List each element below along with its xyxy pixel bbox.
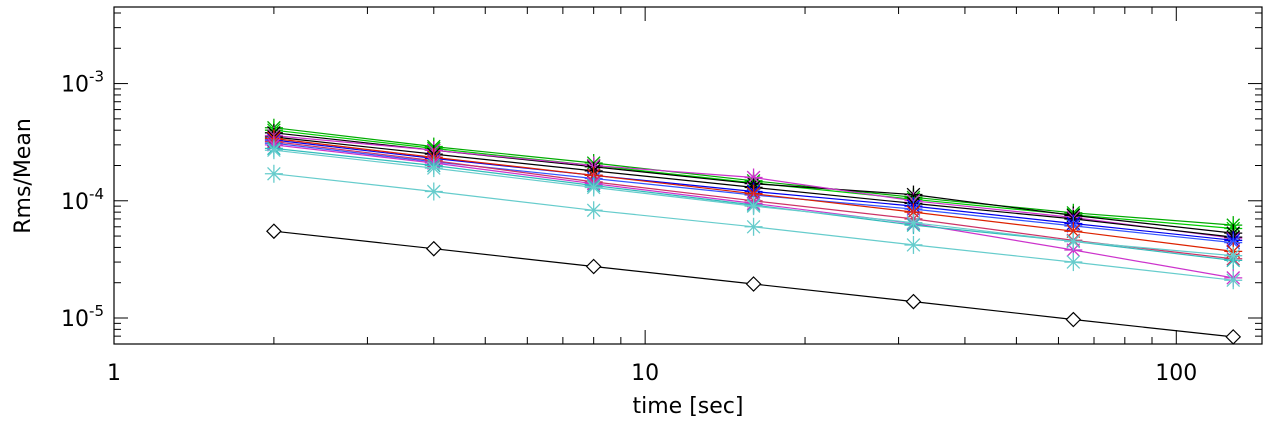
series-12 (264, 141, 1243, 265)
data-point (584, 178, 603, 197)
data-point (584, 201, 603, 220)
data-point (744, 217, 763, 236)
data-point (425, 240, 442, 257)
y-tick-label: 10-3 (61, 68, 104, 98)
tick-labels: 1 10 100 10-5 10-4 10-3 (61, 68, 1197, 386)
data-point (904, 235, 923, 254)
data-point (905, 293, 922, 310)
x-tick-label: 100 (1155, 361, 1197, 386)
data-point (266, 223, 282, 240)
plot-frame (113, 6, 1263, 345)
data-point (1064, 253, 1083, 272)
data-point (424, 159, 443, 178)
data-point (904, 213, 923, 232)
y-axis-label: Rms/Mean (11, 118, 36, 234)
data-point (1064, 232, 1083, 251)
y-tick-label: 10-4 (61, 185, 104, 215)
y-tick-label: 10-5 (61, 302, 104, 332)
data-point (1065, 311, 1082, 328)
data-point (1224, 246, 1243, 265)
data-point (744, 168, 763, 187)
data-point (1225, 329, 1242, 345)
data-point (1224, 271, 1243, 290)
data-point (585, 258, 602, 275)
x-tick-label: 10 (631, 361, 659, 386)
series-0 (266, 223, 1242, 345)
x-tick-label: 1 (107, 361, 121, 386)
series-layer (264, 118, 1243, 345)
data-point (264, 141, 283, 160)
data-point (264, 164, 283, 183)
x-axis-label: time [sec] (633, 394, 744, 419)
series-13 (264, 164, 1243, 290)
data-point (424, 182, 443, 201)
data-point (745, 276, 762, 292)
data-point (744, 197, 763, 216)
